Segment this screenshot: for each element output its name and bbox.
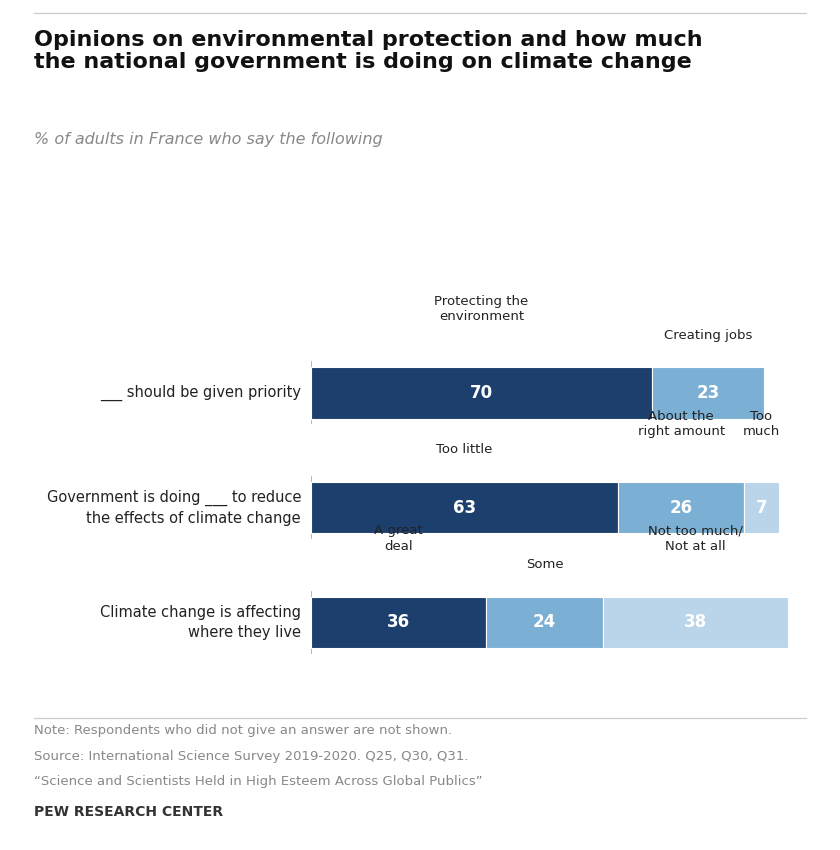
Bar: [744, 482, 779, 534]
Text: Note: Respondents who did not give an answer are not shown.: Note: Respondents who did not give an an…: [34, 724, 452, 737]
Text: % of adults in France who say the following: % of adults in France who say the follow…: [34, 132, 382, 147]
Text: 23: 23: [696, 383, 720, 402]
Text: 38: 38: [684, 614, 707, 632]
Text: 70: 70: [470, 383, 493, 402]
Text: 7: 7: [756, 499, 767, 517]
Text: Creating jobs: Creating jobs: [664, 329, 752, 342]
Bar: [603, 597, 788, 649]
Text: 63: 63: [453, 499, 475, 517]
Text: 24: 24: [533, 614, 556, 632]
Text: “Science and Scientists Held in High Esteem Across Global Publics”: “Science and Scientists Held in High Est…: [34, 775, 482, 788]
Text: Too
much: Too much: [743, 410, 780, 438]
Text: About the
right amount: About the right amount: [638, 410, 725, 438]
Bar: [311, 367, 652, 418]
Text: Too little: Too little: [436, 444, 492, 456]
Text: Some: Some: [526, 558, 564, 571]
Bar: [652, 367, 764, 418]
Text: PEW RESEARCH CENTER: PEW RESEARCH CENTER: [34, 805, 223, 819]
Bar: [486, 597, 603, 649]
Text: Not too much/
Not at all: Not too much/ Not at all: [648, 524, 743, 553]
Text: Opinions on environmental protection and how much
the national government is doi: Opinions on environmental protection and…: [34, 30, 702, 72]
Text: Source: International Science Survey 2019-2020. Q25, Q30, Q31.: Source: International Science Survey 201…: [34, 750, 468, 762]
Text: Government is doing ___ to reduce
the effects of climate change: Government is doing ___ to reduce the ef…: [46, 490, 301, 525]
Text: 36: 36: [387, 614, 410, 632]
Text: A great
deal: A great deal: [374, 524, 423, 553]
Bar: [617, 482, 744, 534]
Text: 26: 26: [669, 499, 693, 517]
Bar: [311, 482, 617, 534]
Text: Protecting the
environment: Protecting the environment: [434, 295, 528, 323]
Text: ___ should be given priority: ___ should be given priority: [100, 385, 301, 401]
Bar: [311, 597, 486, 649]
Text: Climate change is affecting
where they live: Climate change is affecting where they l…: [100, 605, 301, 640]
